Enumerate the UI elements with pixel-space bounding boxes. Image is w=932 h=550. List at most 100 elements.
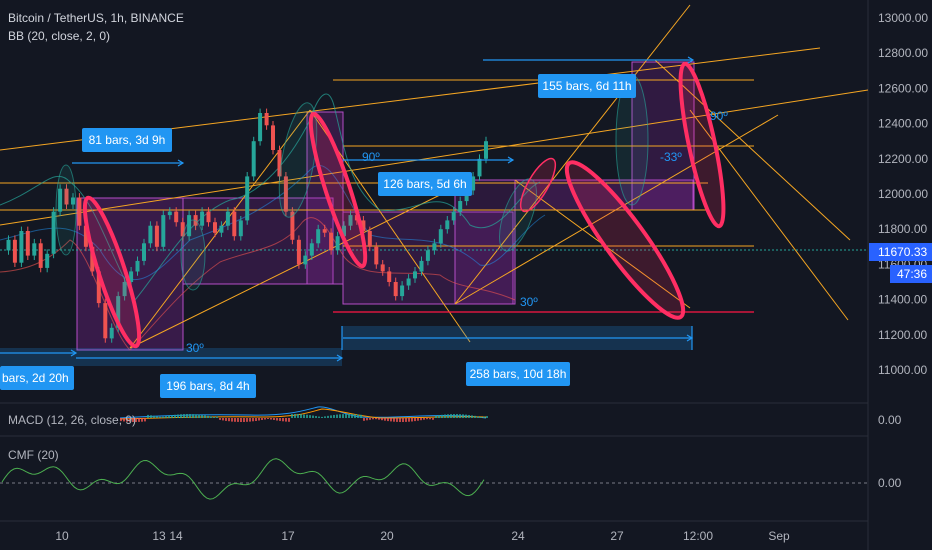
macd-histogram-bar [195,414,197,419]
macd-histogram-bar [345,414,347,419]
candle-body [458,201,463,212]
bb-lower [0,217,516,351]
macd-histogram-bar [159,416,161,418]
macd-histogram-bar [246,418,248,422]
macd-histogram-bar [300,414,302,419]
time-axis: 10 13 14 17 20 24 27 12:00 Sep [55,529,790,543]
time-tick-label: 24 [511,529,525,543]
macd-histogram-bar [426,418,428,420]
time-tick-label: 10 [55,529,69,543]
macd-histogram-bar [369,418,371,420]
trend-line [0,89,869,226]
price-tick-label: 13000.00 [878,11,928,25]
candle-body [45,253,50,268]
measure-label-box [378,172,472,196]
macd-histogram-bar [168,415,170,418]
measure-label: 126 bars, 5d 6h [383,177,466,191]
macd-histogram-bar [177,414,179,418]
candle-body [342,225,346,237]
candle-body [484,141,488,159]
candle-body [122,282,127,297]
macd-histogram-bar [150,415,152,419]
macd-histogram-bar [129,418,131,422]
macd-histogram-bar [462,414,464,419]
macd-histogram-bar [228,418,230,422]
macd-histogram-bar [447,414,449,419]
candle-body [32,243,37,256]
candle-body [19,231,24,263]
macd-histogram-bar [381,418,383,421]
candle-body [83,225,88,247]
macd-histogram-bar [198,414,200,419]
angle-label: -33º [660,150,682,164]
macd-histogram-bar [240,418,242,422]
candle-body [387,271,392,282]
candle-body [322,229,327,233]
candle-body [180,222,185,237]
measure-arrow-head [507,156,515,164]
candle-body [213,222,217,233]
macd-histogram-bar [453,414,455,419]
measure-arrow-head [336,354,344,362]
macd-histogram-bar [327,415,329,418]
candle-body [374,246,379,265]
candles [6,108,488,343]
candle-body [245,176,250,221]
macd-histogram-bar [444,414,446,419]
countdown-value: 47:36 [897,267,927,281]
macd-histogram-bar [408,418,410,422]
candle-body [471,176,476,191]
candle-body [264,113,269,126]
time-tick-label: 17 [281,529,295,543]
measure-label-box [160,374,256,398]
macd-histogram-bar [432,418,434,420]
candle-body [58,188,63,212]
macd-histogram-bar [138,418,140,422]
macd-histogram-bar [474,415,476,418]
candle-body [142,243,146,261]
highlight-ellipse [308,111,368,269]
macd-histogram-bar [279,418,281,421]
cmf-line [1,458,485,500]
macd-histogram-bar [384,418,386,421]
candle-body [258,113,263,142]
macd-histogram-bar [126,418,128,422]
macd-histogram-bar [459,414,461,419]
measurements [0,56,695,366]
macd-histogram-bar [471,415,473,418]
macd-histogram-bar [486,416,488,418]
macd-histogram-bar [393,418,395,422]
angle-label: 30º [186,341,204,355]
swing-ellipses [55,74,649,291]
candle-body [413,271,417,279]
macd-histogram-bar [174,414,176,419]
candle-body [64,188,69,205]
measure-label: bars, 2d 20h [2,371,69,385]
candle-body [109,327,114,339]
candle-body [174,211,179,223]
macd-histogram-bar [234,418,236,422]
swing-ellipse [278,102,318,218]
macd-histogram-bar [237,418,239,422]
candle-body [135,260,140,272]
time-tick-label: 14 [169,529,183,543]
candle-body [316,229,321,244]
price-tick-label: 11200.00 [878,328,927,342]
candle-body [225,211,230,226]
macd-histogram-bar [480,416,482,418]
highlight-ellipse [564,160,686,320]
candle-body [438,229,443,244]
price-tick-label: 12200.00 [878,152,928,166]
measure-label: 258 bars, 10d 18h [470,367,567,381]
candle-body [238,220,243,237]
highlight-ellipse [678,61,726,229]
macd-histogram-bar [336,414,338,419]
macd-histogram-bar [309,415,311,419]
macd-histogram-bar [180,414,182,419]
macd-histogram-bar [402,418,404,422]
macd-histogram-bar [318,416,320,418]
candle-body [296,239,301,265]
time-tick-label: 27 [610,529,624,543]
macd-histogram-bar [219,418,221,420]
